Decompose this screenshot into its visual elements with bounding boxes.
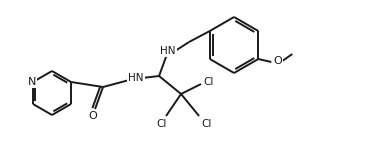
Text: Cl: Cl [204,77,214,87]
Text: Cl: Cl [202,119,212,129]
Text: O: O [89,111,98,121]
Text: HN: HN [128,73,144,83]
Text: O: O [273,56,282,66]
Text: N: N [28,77,36,87]
Text: HN: HN [160,46,176,56]
Text: Cl: Cl [157,119,167,129]
